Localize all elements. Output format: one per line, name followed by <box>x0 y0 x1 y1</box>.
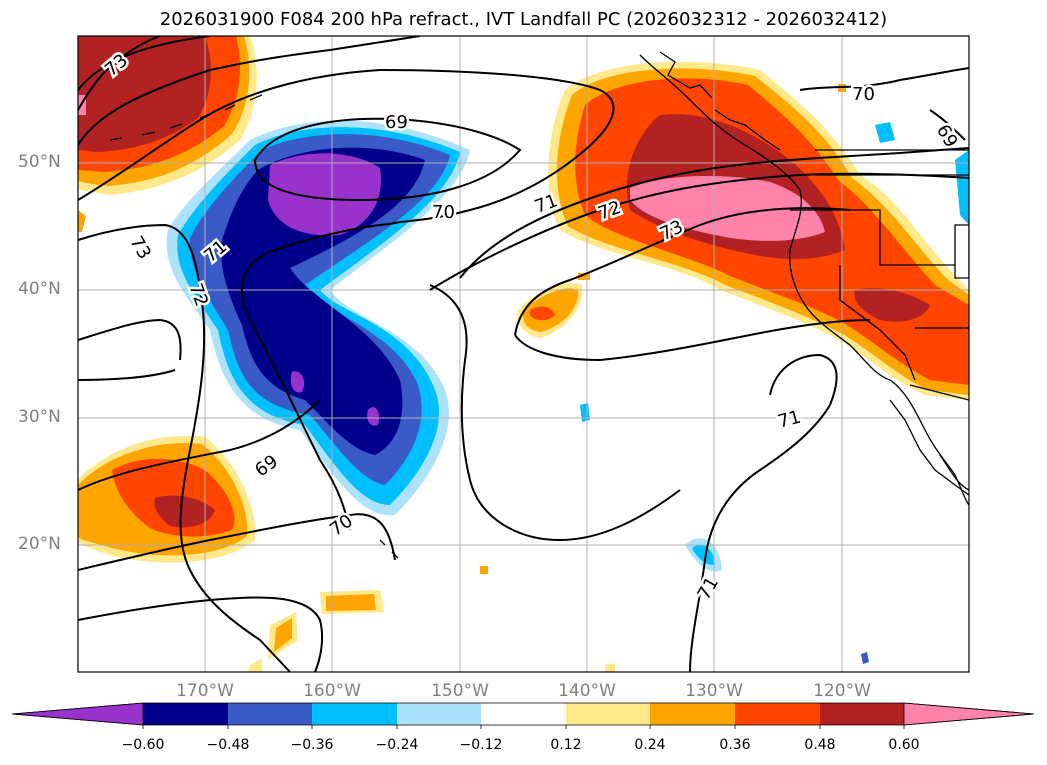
contour-line-72-b <box>429 172 969 291</box>
colorbar-segment <box>650 703 735 725</box>
fill-blue-patch-2 <box>580 403 590 422</box>
lat-label-50n: 50°N <box>18 152 61 172</box>
colorbar-tick: −0.12 <box>459 737 503 753</box>
lon-label-160w: 160°W <box>303 681 361 701</box>
colorbar-tick: 0.12 <box>550 737 582 753</box>
colorbar-segment <box>481 703 566 725</box>
colorbar-tick: 0.24 <box>634 737 666 753</box>
contour-label: 70 <box>852 84 875 105</box>
colorbar-tick: 0.60 <box>888 737 920 753</box>
lat-label-30n: 30°N <box>18 407 61 427</box>
contour-line-ne-70 <box>799 67 969 91</box>
fill-pos-darkred-ne2 <box>854 288 930 322</box>
fill-pos-tiny2 <box>605 664 615 672</box>
colorbar-tick: 0.48 <box>804 737 836 753</box>
fill-negative-darkblue <box>221 147 425 455</box>
contour-line-73-nw <box>78 36 161 111</box>
contour-line-70 <box>78 68 615 225</box>
fill-negative-purple <box>268 153 381 236</box>
contour-line-71-c <box>689 353 838 672</box>
contour-line-70-sw <box>78 513 396 571</box>
lon-label-120w: 120°W <box>813 681 871 701</box>
contour-label: 69 <box>251 451 282 481</box>
fill-pos-south-orange2 <box>274 618 292 652</box>
contour-line-73-b <box>514 207 851 336</box>
colorbar-tick: −0.60 <box>121 737 165 753</box>
lat-label-20n: 20°N <box>18 534 61 554</box>
lon-label-170w: 170°W <box>176 681 234 701</box>
fill-pos-darkred-sw <box>154 495 215 528</box>
contour-line-69-sw <box>78 399 321 491</box>
colorbar-tick: −0.24 <box>375 737 419 753</box>
map-title: 2026031900 F084 200 hPa refract., IVT La… <box>159 9 888 30</box>
coastlines <box>109 51 969 559</box>
contour-line-ne-69 <box>929 109 966 141</box>
colorbar-segment <box>228 703 312 725</box>
contour-label: 73 <box>125 233 155 263</box>
colorbar-segment <box>566 703 650 725</box>
lon-label-150w: 150°W <box>431 681 489 701</box>
contour-line-72-nw <box>78 36 211 91</box>
fill-pos-yellow-nw-edge <box>78 210 86 232</box>
map-frame <box>77 35 970 673</box>
colorbar-segment <box>735 703 820 725</box>
contour-line-71-b <box>459 147 969 279</box>
height-contours <box>78 36 969 672</box>
fill-pos-central-red <box>530 306 555 321</box>
lon-label-140w: 140°W <box>558 681 616 701</box>
colorbar-segment <box>820 703 904 725</box>
colorbar-segment <box>143 703 228 725</box>
lon-label-130w: 130°W <box>685 681 743 701</box>
fill-pos-tiny1 <box>480 566 488 574</box>
fill-blue-patch-1b <box>692 544 715 566</box>
contour-label: 71 <box>693 573 723 603</box>
colorbar-tick: 0.36 <box>719 737 751 753</box>
fill-blue-patch-5 <box>861 652 869 664</box>
contour-line-71-nw <box>78 36 421 146</box>
colorbar-segment <box>397 703 481 725</box>
contour-label: 69 <box>932 121 962 151</box>
fill-negative-purple-c <box>367 407 380 426</box>
colorbar-tick: −0.48 <box>206 737 250 753</box>
fill-blue-patch-3 <box>875 122 895 143</box>
lat-label-40n: 40°N <box>18 279 61 299</box>
contour-line-73-c <box>514 319 871 362</box>
contour-label: 71 <box>776 407 804 433</box>
contour-line-central <box>429 284 681 542</box>
fill-negative-purple-b <box>290 371 305 393</box>
contour-line-71 <box>78 223 291 672</box>
contour-line-73 <box>78 369 176 381</box>
contour-label: 70 <box>432 202 455 223</box>
contour-label: 69 <box>385 112 408 133</box>
contour-line-72 <box>78 318 182 361</box>
contour-line-70-b <box>240 223 391 531</box>
colorbar <box>11 702 1035 729</box>
contour-line-69-ring <box>253 117 522 202</box>
colorbar-tick: −0.36 <box>290 737 334 753</box>
colorbar-extend-max <box>903 702 1035 726</box>
fill-blue-patch-4 <box>955 150 969 225</box>
fill-pos-pink-ne <box>630 176 825 241</box>
fill-pos-south-yellow3 <box>248 658 262 672</box>
colorbar-segment <box>312 703 397 725</box>
colorbar-extend-min <box>11 702 144 726</box>
contour-line-71-sw <box>78 596 324 672</box>
fill-pos-south-orange <box>326 594 376 611</box>
filled-contours <box>78 36 969 672</box>
